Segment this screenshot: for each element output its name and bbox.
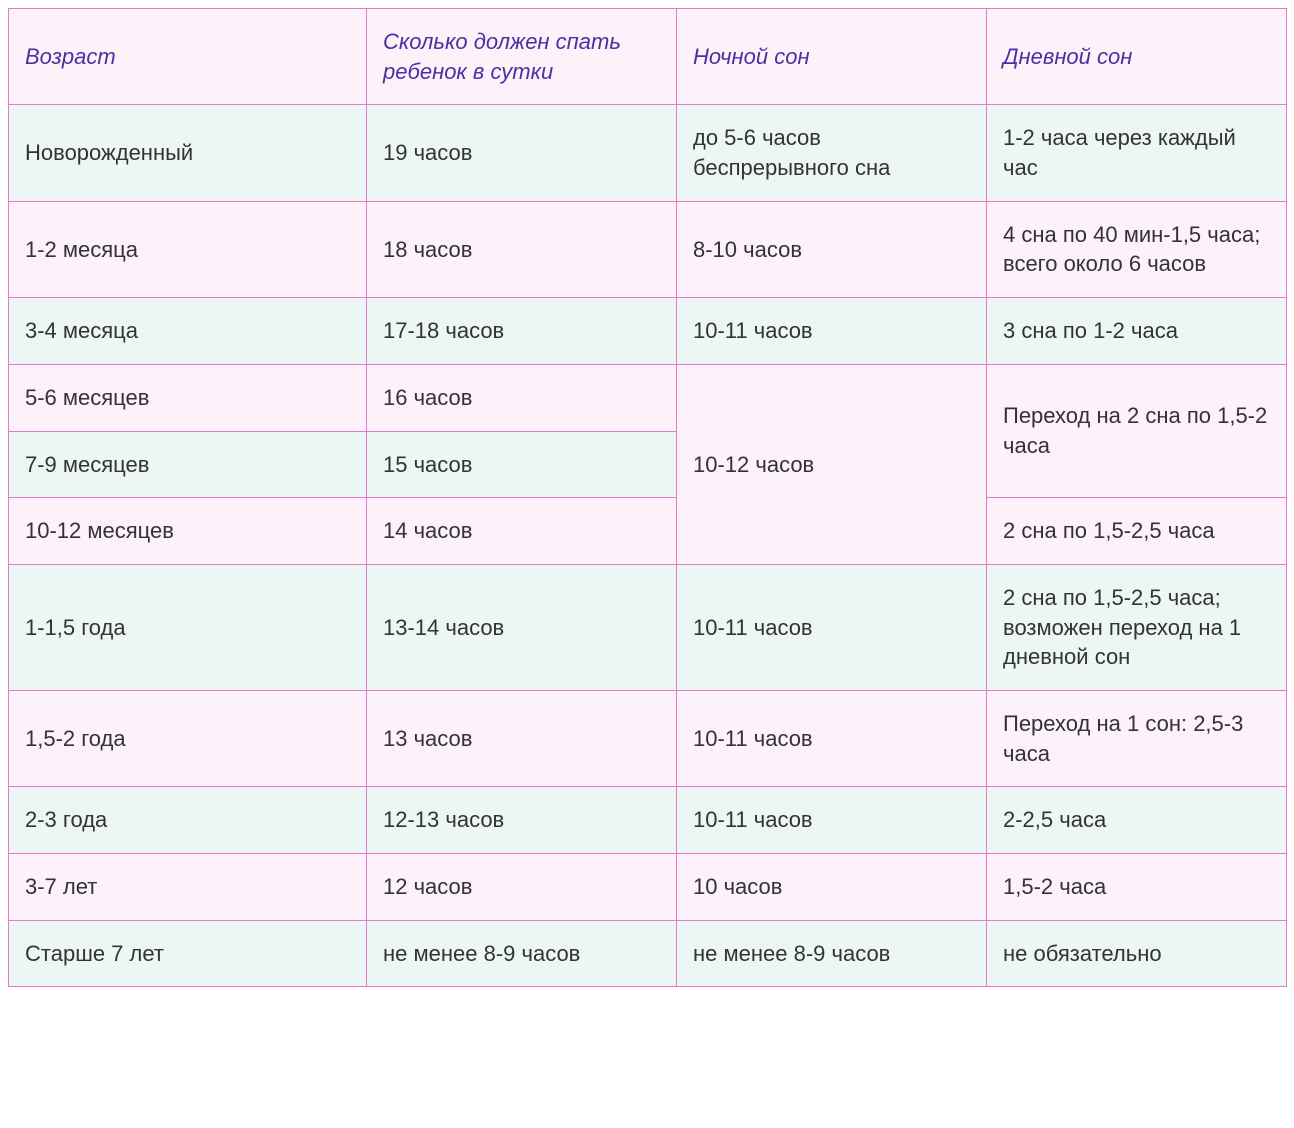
cell-night: 10-11 часов	[677, 787, 987, 854]
cell-age: Новорожденный	[9, 105, 367, 201]
cell-night-merged: 10-12 часов	[677, 364, 987, 564]
cell-total: 16 часов	[367, 364, 677, 431]
cell-age: 1,5-2 года	[9, 690, 367, 786]
table-header-row: Возраст Сколько должен спать ребенок в с…	[9, 9, 1287, 105]
cell-age: 1-2 месяца	[9, 201, 367, 297]
cell-total: не менее 8-9 часов	[367, 920, 677, 987]
cell-age: Старше 7 лет	[9, 920, 367, 987]
col-header-day: Дневной сон	[987, 9, 1287, 105]
table-row: 3-7 лет 12 часов 10 часов 1,5-2 часа	[9, 854, 1287, 921]
cell-age: 5-6 месяцев	[9, 364, 367, 431]
cell-total: 14 часов	[367, 498, 677, 565]
cell-age: 7-9 месяцев	[9, 431, 367, 498]
col-header-total: Сколько должен спать ребенок в сутки	[367, 9, 677, 105]
cell-total: 15 часов	[367, 431, 677, 498]
col-header-night: Ночной сон	[677, 9, 987, 105]
cell-total: 12-13 часов	[367, 787, 677, 854]
cell-age: 2-3 года	[9, 787, 367, 854]
cell-day: Переход на 1 сон: 2,5-3 часа	[987, 690, 1287, 786]
table-row: Новорожденный 19 часов до 5-6 часов бесп…	[9, 105, 1287, 201]
cell-day: не обязательно	[987, 920, 1287, 987]
cell-day: 1-2 часа через каждый час	[987, 105, 1287, 201]
cell-day: 4 сна по 40 мин-1,5 часа; всего около 6 …	[987, 201, 1287, 297]
table-row: 3-4 месяца 17-18 часов 10-11 часов 3 сна…	[9, 298, 1287, 365]
cell-total: 12 часов	[367, 854, 677, 921]
cell-night: до 5-6 часов беспрерывного сна	[677, 105, 987, 201]
cell-day: 2-2,5 часа	[987, 787, 1287, 854]
cell-total: 17-18 часов	[367, 298, 677, 365]
cell-day-merged: Переход на 2 сна по 1,5-2 часа	[987, 364, 1287, 497]
cell-age: 3-4 месяца	[9, 298, 367, 365]
cell-total: 13 часов	[367, 690, 677, 786]
table-row: 1-1,5 года 13-14 часов 10-11 часов 2 сна…	[9, 564, 1287, 690]
cell-night: не менее 8-9 часов	[677, 920, 987, 987]
cell-total: 13-14 часов	[367, 564, 677, 690]
table-row: 1,5-2 года 13 часов 10-11 часов Переход …	[9, 690, 1287, 786]
col-header-age: Возраст	[9, 9, 367, 105]
cell-total: 18 часов	[367, 201, 677, 297]
cell-day: 2 сна по 1,5-2,5 часа; возможен переход …	[987, 564, 1287, 690]
table-row: 5-6 месяцев 16 часов 10-12 часов Переход…	[9, 364, 1287, 431]
cell-night: 10-11 часов	[677, 564, 987, 690]
cell-age: 1-1,5 года	[9, 564, 367, 690]
cell-age: 3-7 лет	[9, 854, 367, 921]
sleep-schedule-table: Возраст Сколько должен спать ребенок в с…	[8, 8, 1287, 987]
cell-night: 10-11 часов	[677, 690, 987, 786]
table-row: 10-12 месяцев 14 часов 2 сна по 1,5-2,5 …	[9, 498, 1287, 565]
cell-day: 1,5-2 часа	[987, 854, 1287, 921]
table-row: 2-3 года 12-13 часов 10-11 часов 2-2,5 ч…	[9, 787, 1287, 854]
cell-night: 8-10 часов	[677, 201, 987, 297]
cell-day: 3 сна по 1-2 часа	[987, 298, 1287, 365]
table-row: 1-2 месяца 18 часов 8-10 часов 4 сна по …	[9, 201, 1287, 297]
cell-night: 10-11 часов	[677, 298, 987, 365]
cell-day: 2 сна по 1,5-2,5 часа	[987, 498, 1287, 565]
cell-total: 19 часов	[367, 105, 677, 201]
cell-age: 10-12 месяцев	[9, 498, 367, 565]
cell-night: 10 часов	[677, 854, 987, 921]
table-row: Старше 7 лет не менее 8-9 часов не менее…	[9, 920, 1287, 987]
